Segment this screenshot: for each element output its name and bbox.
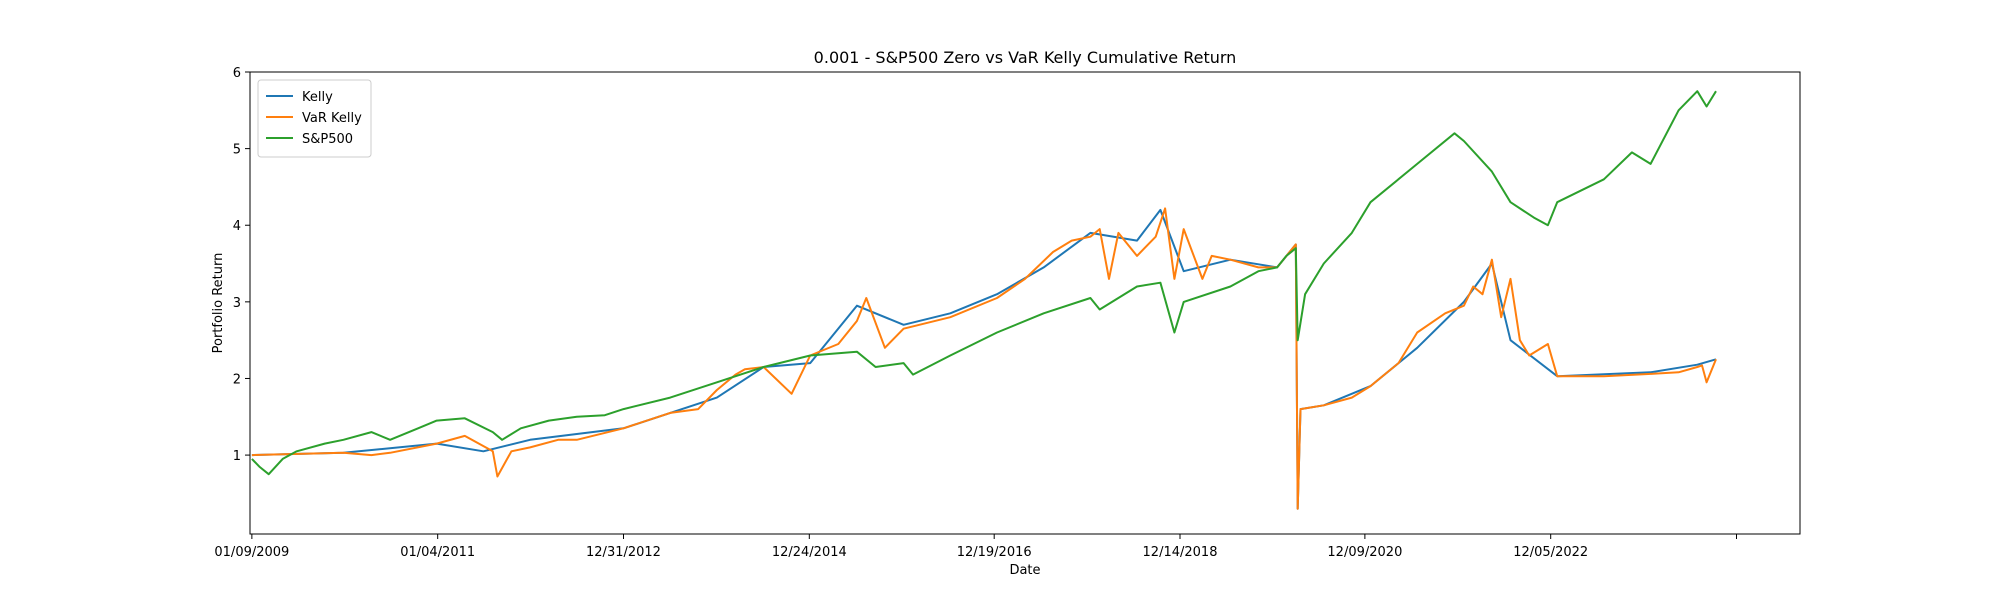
legend-label: VaR Kelly (302, 111, 362, 126)
x-tick-label: 12/24/2014 (772, 545, 847, 560)
y-tick-label: 1 (233, 449, 241, 464)
x-tick-label: 12/19/2016 (957, 545, 1032, 560)
chart-title: 0.001 - S&P500 Zero vs VaR Kelly Cumulat… (814, 48, 1237, 67)
x-axis: 01/09/2009 01/04/2011 12/31/2012 12/24/2014… (214, 534, 1738, 560)
x-tick-label: 01/09/2009 (214, 545, 289, 560)
plot-area (249, 71, 1801, 535)
x-tick-label: 12/31/2012 (586, 545, 661, 560)
y-tick-label: 4 (233, 219, 241, 234)
legend: Kelly VaR Kelly S&P500 (257, 79, 372, 158)
legend-label: Kelly (302, 90, 333, 105)
y-tick-label: 2 (233, 372, 241, 387)
y-tick-label: 3 (233, 296, 241, 311)
y-tick-label: 5 (233, 143, 241, 158)
legend-label: S&P500 (302, 132, 353, 147)
series-line-var-kelly (251, 207, 1717, 510)
series-layer (251, 90, 1717, 510)
y-axis-label: Portfolio Return (211, 253, 226, 354)
x-tick-label: 12/14/2018 (1143, 545, 1218, 560)
x-tick-label: 01/04/2011 (400, 545, 475, 560)
y-tick-label: 6 (233, 66, 241, 81)
x-axis-label: Date (1009, 563, 1040, 578)
x-tick-label: 12/09/2020 (1327, 545, 1402, 560)
series-line-s-p500 (251, 90, 1717, 476)
y-axis: 1 2 3 4 5 6 (233, 66, 250, 464)
x-tick-label: 12/05/2022 (1513, 545, 1588, 560)
